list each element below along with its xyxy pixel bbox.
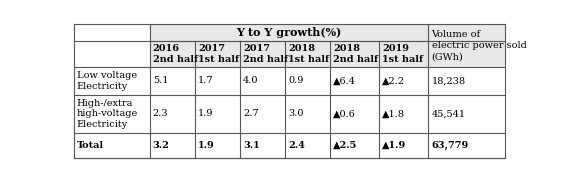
Text: 18,238: 18,238: [431, 76, 466, 85]
Bar: [380, 41, 429, 67]
Bar: [195, 41, 240, 67]
Bar: [285, 24, 331, 41]
Text: 2.3: 2.3: [153, 109, 169, 118]
Text: 2018
1st half: 2018 1st half: [288, 44, 329, 64]
Text: 2.7: 2.7: [243, 109, 259, 118]
Text: 1.9: 1.9: [198, 141, 215, 150]
Text: 2018
2nd half: 2018 2nd half: [333, 44, 378, 64]
Text: ▲2.2: ▲2.2: [382, 76, 406, 85]
Text: ▲1.9: ▲1.9: [382, 141, 407, 150]
Text: 45,541: 45,541: [431, 109, 466, 118]
Text: 2.4: 2.4: [288, 141, 305, 150]
Bar: [195, 24, 240, 41]
Text: 5.1: 5.1: [153, 76, 168, 85]
Text: 0.9: 0.9: [288, 76, 303, 85]
Text: 2019
1st half: 2019 1st half: [382, 44, 424, 64]
Text: 1.7: 1.7: [198, 76, 214, 85]
Text: ▲2.5: ▲2.5: [333, 141, 358, 150]
Bar: [240, 41, 285, 67]
Bar: [285, 41, 331, 67]
Text: Volume of
electric power sold
(GWh): Volume of electric power sold (GWh): [431, 30, 526, 61]
Text: High-/extra
high-voltage
Electricity: High-/extra high-voltage Electricity: [77, 98, 138, 129]
Text: 3.2: 3.2: [153, 141, 170, 150]
Bar: [73, 24, 149, 67]
Bar: [240, 24, 285, 41]
Bar: [429, 24, 505, 67]
Text: 1.9: 1.9: [198, 109, 213, 118]
Text: Low voltage
Electricity: Low voltage Electricity: [77, 71, 137, 91]
Bar: [331, 24, 380, 41]
Bar: [331, 41, 380, 67]
Text: ▲6.4: ▲6.4: [333, 76, 356, 85]
Text: Total: Total: [77, 141, 104, 150]
Text: 2016
2nd half: 2016 2nd half: [153, 44, 198, 64]
Text: 3.0: 3.0: [288, 109, 304, 118]
Bar: [380, 24, 429, 41]
Text: 4.0: 4.0: [243, 76, 258, 85]
Text: 2017
2nd half: 2017 2nd half: [243, 44, 288, 64]
Text: ▲1.8: ▲1.8: [382, 109, 406, 118]
Text: 2017
1st half: 2017 1st half: [198, 44, 239, 64]
Text: 3.1: 3.1: [243, 141, 260, 150]
Bar: [149, 24, 195, 41]
Bar: [149, 41, 195, 67]
Text: 63,779: 63,779: [431, 141, 469, 150]
Text: Y to Y growth(%): Y to Y growth(%): [236, 27, 342, 38]
Text: ▲0.6: ▲0.6: [333, 109, 356, 118]
